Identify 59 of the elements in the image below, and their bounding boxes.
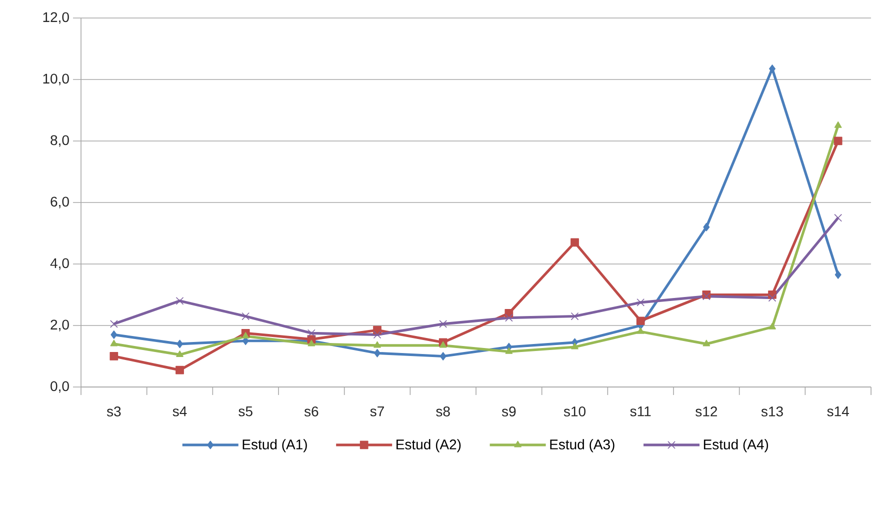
x-tick-label: s12 — [696, 406, 718, 416]
point — [702, 340, 710, 346]
point — [308, 329, 316, 338]
point — [440, 352, 446, 360]
point — [110, 352, 118, 360]
point — [110, 330, 118, 339]
y-tick-label: 10,0 — [43, 74, 69, 86]
point — [570, 238, 579, 247]
point — [834, 121, 842, 128]
point — [504, 309, 514, 318]
x-tick-label: s4 — [172, 406, 187, 416]
x-tick-label: s8 — [436, 406, 450, 416]
x-tick-label: s3 — [106, 406, 121, 416]
point — [636, 327, 644, 334]
point — [834, 136, 842, 146]
point — [769, 64, 776, 73]
x-tick-label: s14 — [827, 406, 849, 416]
point — [373, 330, 382, 339]
point — [176, 296, 184, 305]
y-tick-label: 12,0 — [43, 12, 69, 24]
y-tick-label: 8,0 — [50, 135, 69, 147]
point — [439, 341, 447, 348]
point — [374, 341, 381, 348]
point — [636, 316, 645, 326]
point — [834, 270, 842, 279]
point — [571, 342, 578, 350]
point — [768, 322, 776, 330]
point — [768, 294, 776, 302]
point — [374, 348, 380, 358]
y-tick-label: 2,0 — [50, 320, 69, 332]
point — [570, 312, 579, 320]
x-tick-label: s5 — [238, 406, 252, 416]
point — [110, 320, 118, 328]
x-tick-label: s6 — [304, 406, 318, 416]
point — [308, 340, 316, 346]
point — [110, 340, 118, 346]
legend-label: Estud (A3) — [550, 439, 614, 452]
x-tick-label: s10 — [564, 406, 586, 416]
x-tick-label: s13 — [761, 406, 783, 416]
legend-label: Estud (A4) — [704, 439, 768, 452]
point — [176, 350, 184, 357]
point — [242, 312, 250, 320]
point — [439, 320, 448, 328]
point — [176, 340, 183, 348]
point — [703, 222, 710, 232]
legend-label: Estud (A2) — [396, 439, 461, 452]
point — [505, 347, 513, 354]
point — [636, 298, 645, 306]
y-tick-label: 4,0 — [50, 258, 69, 270]
legend-label: Estud (A1) — [242, 439, 307, 452]
point — [242, 332, 250, 339]
point — [176, 366, 184, 374]
y-tick-label: 0,0 — [50, 381, 69, 393]
point — [834, 214, 842, 222]
x-tick-label: s7 — [370, 406, 384, 416]
point — [505, 314, 513, 322]
x-tick-label: s11 — [630, 406, 651, 416]
y-tick-label: 6,0 — [50, 196, 69, 208]
x-tick-label: s9 — [502, 406, 516, 416]
